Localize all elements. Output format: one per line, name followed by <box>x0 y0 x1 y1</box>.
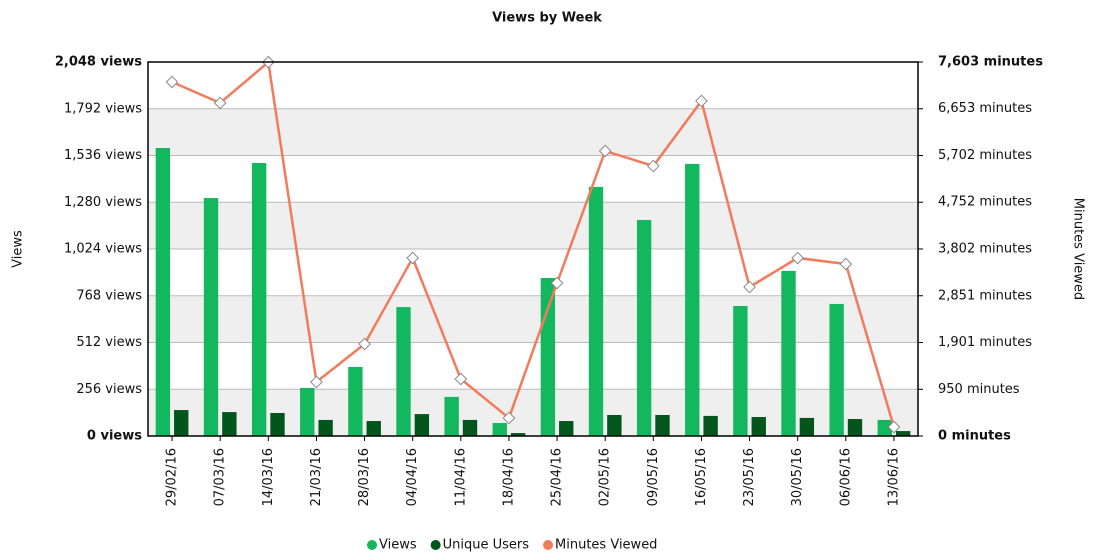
line-point <box>454 372 468 386</box>
line-point <box>550 276 564 290</box>
x-tick-label: 09/05/16 <box>646 448 661 506</box>
x-tick-label: 04/04/16 <box>405 448 420 506</box>
bar <box>444 396 459 436</box>
legend-swatch <box>367 540 377 550</box>
y2-tick-label: 1,901 minutes <box>938 335 1032 350</box>
y-tick-label: 2,048 views <box>55 55 142 70</box>
line-point <box>887 420 901 434</box>
line-point <box>839 257 853 271</box>
bar <box>155 148 171 436</box>
bar <box>174 410 189 436</box>
x-tick-label: 07/03/16 <box>213 448 228 506</box>
line-point <box>695 94 708 108</box>
x-tick-label: 28/03/16 <box>357 448 372 506</box>
legend-swatch <box>430 540 441 550</box>
bar <box>685 163 700 436</box>
bar <box>270 412 285 436</box>
x-tick-label: 29/02/16 <box>165 448 180 506</box>
bar <box>829 303 844 436</box>
line <box>171 59 896 428</box>
y2-tick-label: 3,802 minutes <box>938 241 1032 256</box>
bar <box>492 423 507 436</box>
y2-tick-label: 0 minutes <box>938 429 1011 444</box>
x-tick-label: 06/06/16 <box>838 448 853 506</box>
y-tick-label: 1,536 views <box>64 148 142 163</box>
x-tick-label: 21/03/16 <box>309 448 324 506</box>
bar <box>559 421 574 436</box>
x-tick-label: 02/05/16 <box>598 448 613 506</box>
y2-tick-label: 5,702 minutes <box>938 148 1032 163</box>
bar <box>636 219 652 436</box>
bar <box>703 415 718 436</box>
bar <box>222 412 237 436</box>
line-point <box>791 251 805 265</box>
plot-border <box>147 61 919 437</box>
bar <box>607 414 622 436</box>
bar <box>781 270 796 436</box>
bar <box>540 278 556 436</box>
bar <box>396 307 411 436</box>
y-tick-label: 512 views <box>76 335 142 350</box>
bar <box>588 186 604 436</box>
y2-axis-title: Minutes Viewed <box>1071 198 1086 300</box>
y2-tick-label: 2,851 minutes <box>938 288 1032 303</box>
bar <box>510 433 526 436</box>
bar <box>366 421 381 436</box>
line-point <box>743 280 756 294</box>
line-point <box>213 96 227 110</box>
x-tick-label: 18/04/16 <box>501 448 516 506</box>
line-point <box>310 375 323 389</box>
line-point <box>406 251 420 265</box>
y2-tick-label: 4,752 minutes <box>938 195 1032 210</box>
y2-tick-label: 6,653 minutes <box>938 101 1032 116</box>
bar <box>203 198 219 436</box>
y-tick-label: 1,792 views <box>64 101 142 116</box>
bar <box>462 419 478 436</box>
x-tick-label: 16/05/16 <box>694 448 709 506</box>
y-tick-label: 0 views <box>87 429 142 444</box>
line-point <box>646 159 660 173</box>
y-tick-label: 1,024 views <box>64 242 142 257</box>
bar <box>751 417 766 436</box>
legend-label: Minutes Viewed <box>555 538 657 553</box>
y-tick-label: 768 views <box>76 288 142 303</box>
bar <box>895 431 911 436</box>
bar <box>348 366 363 436</box>
x-tick-label: 11/04/16 <box>453 448 468 506</box>
legend-swatch <box>543 540 554 550</box>
y-tick-label: 256 views <box>76 382 142 397</box>
x-tick-label: 23/05/16 <box>742 448 757 506</box>
bar <box>877 419 892 436</box>
line-point <box>165 75 179 89</box>
line-point <box>502 411 516 425</box>
y-axis-title: Views <box>11 230 26 268</box>
bar <box>318 419 333 436</box>
y2-tick-label: 7,603 minutes <box>938 55 1043 70</box>
chart-title: Views by Week <box>492 11 602 26</box>
bar <box>251 162 267 436</box>
bar <box>799 417 815 436</box>
bar <box>655 414 670 436</box>
legend-label: Views <box>379 538 417 553</box>
x-tick-label: 25/04/16 <box>550 448 565 506</box>
bar <box>414 414 430 436</box>
y-tick-label: 1,280 views <box>64 195 142 210</box>
bar <box>847 419 863 436</box>
x-tick-label: 30/05/16 <box>790 448 805 506</box>
x-tick-label: 13/06/16 <box>886 448 901 506</box>
bar <box>733 305 748 436</box>
bar <box>300 387 315 436</box>
grid-band <box>148 202 918 249</box>
line-point <box>358 337 371 351</box>
line-point <box>598 144 612 158</box>
legend-label: Unique Users <box>443 538 530 553</box>
grid-band <box>148 108 918 156</box>
y2-tick-label: 950 minutes <box>938 382 1020 397</box>
x-tick-label: 14/03/16 <box>261 448 276 506</box>
